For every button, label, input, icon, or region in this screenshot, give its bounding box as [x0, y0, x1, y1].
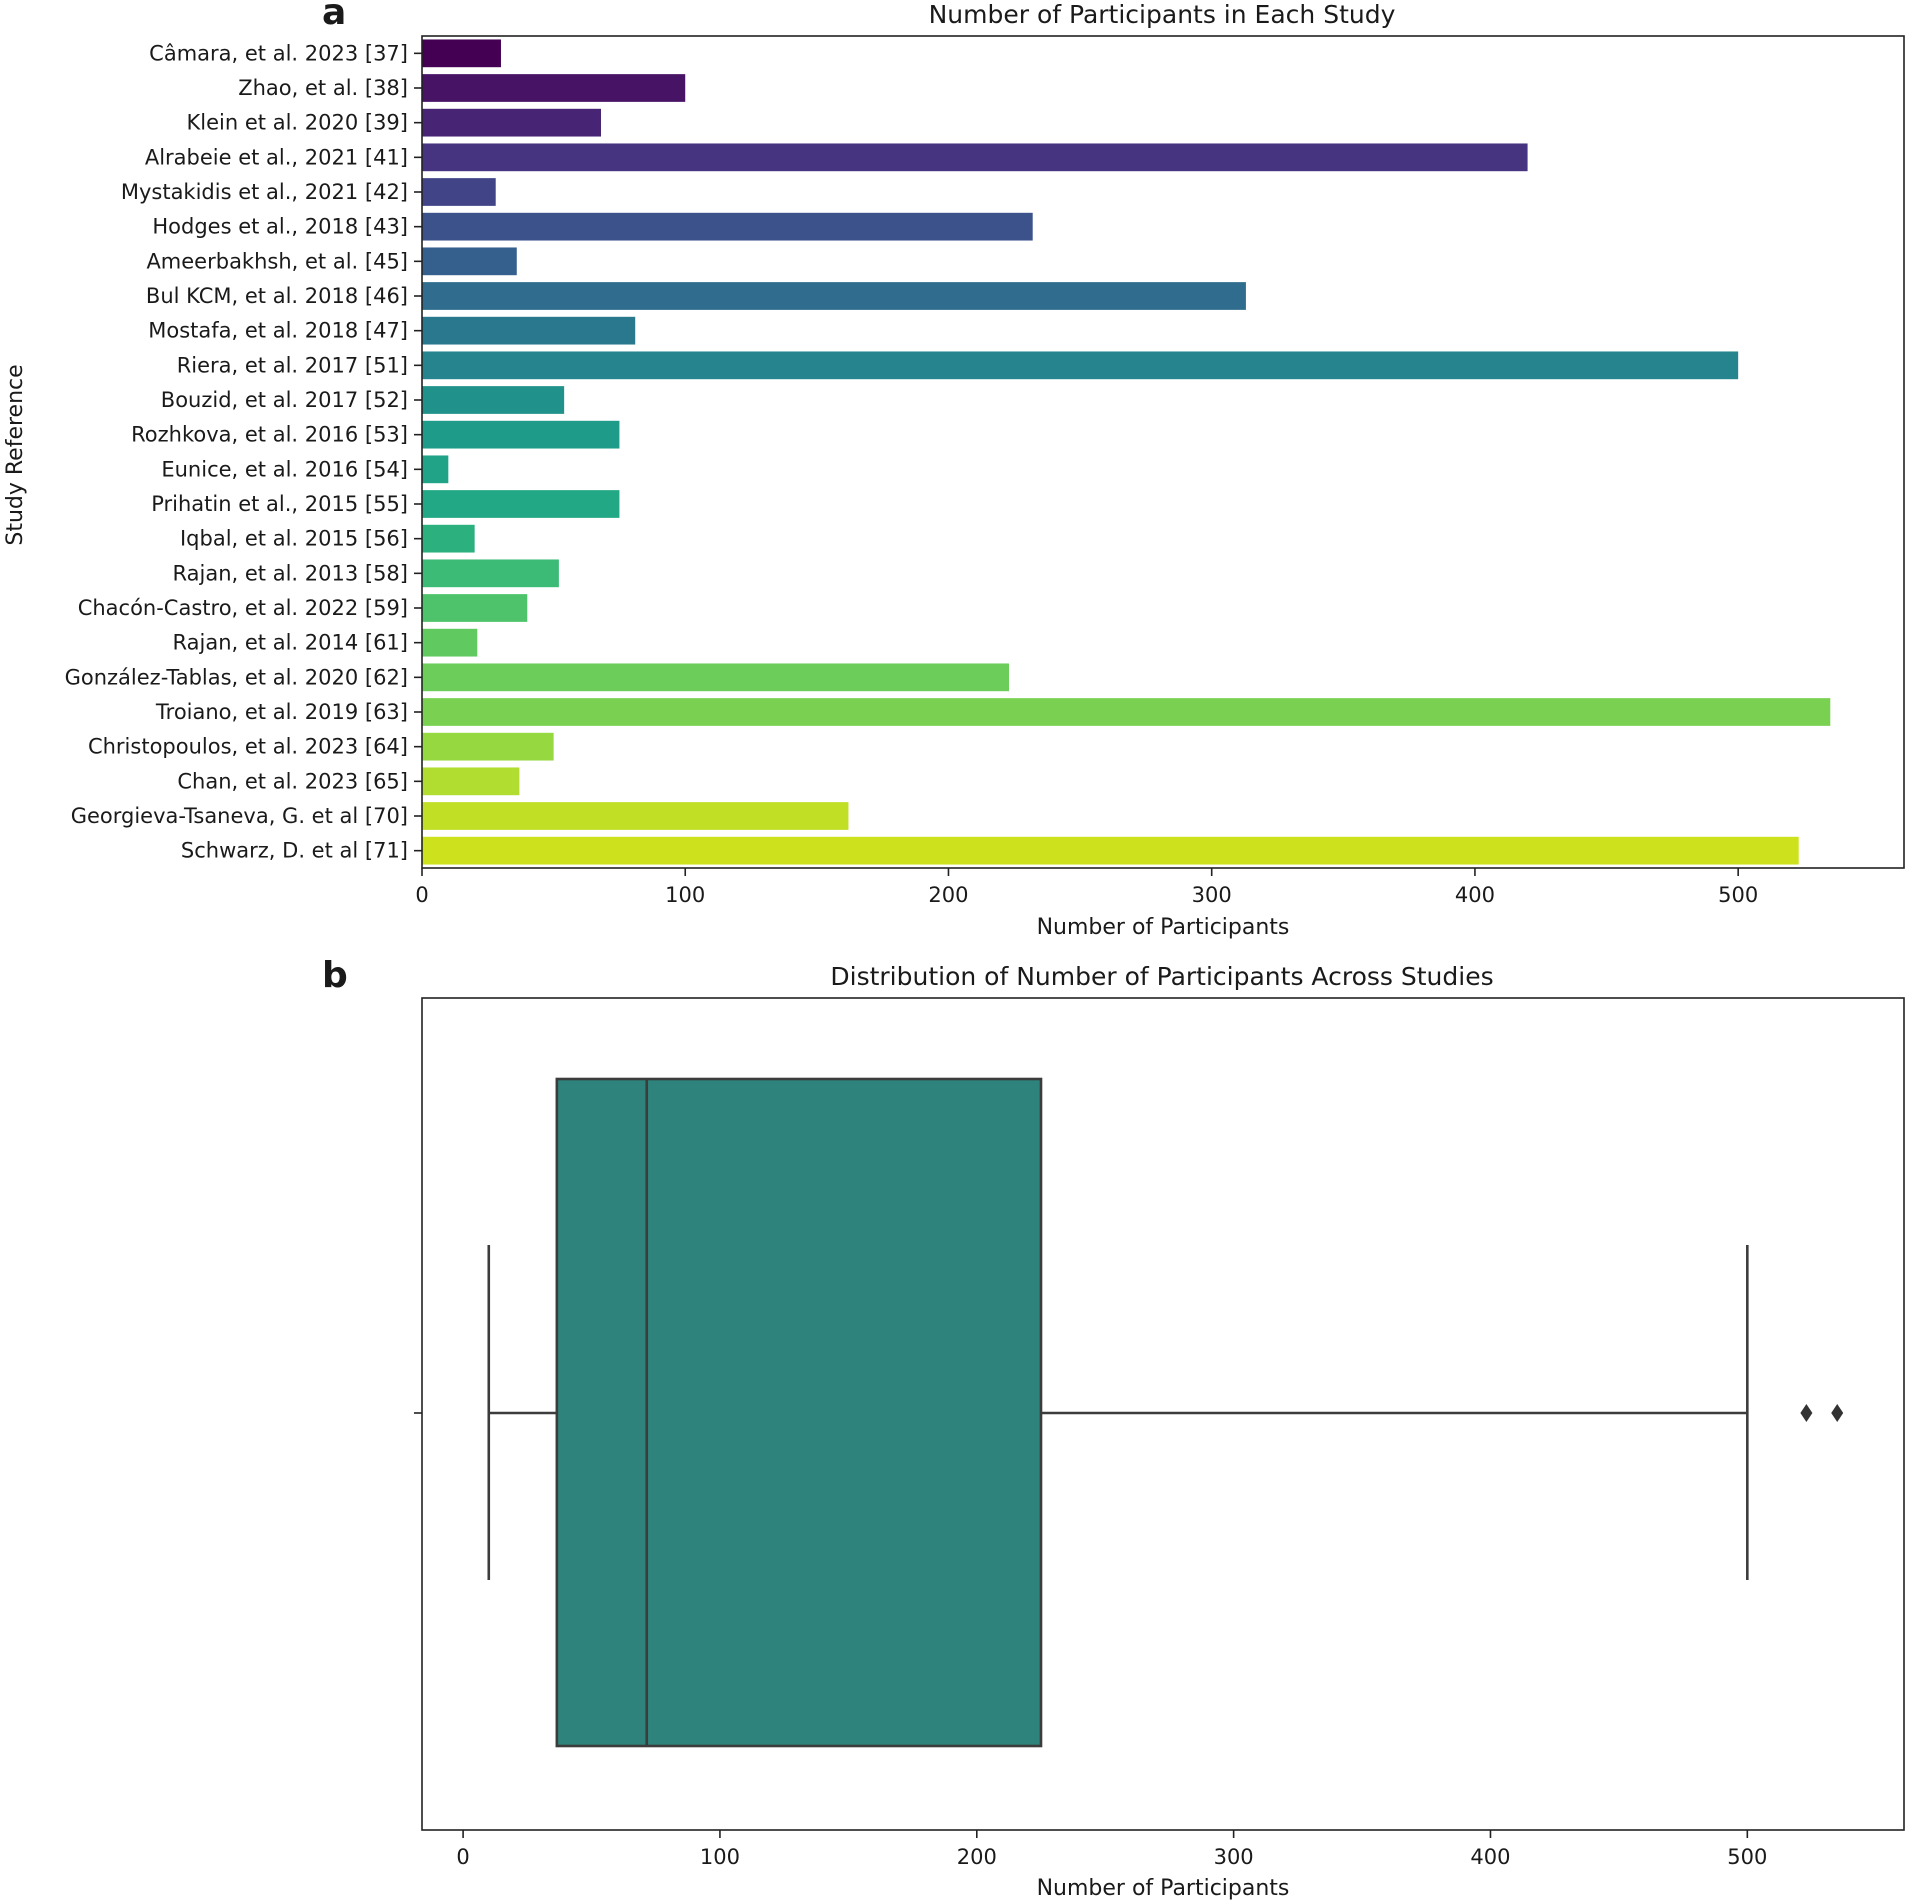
bar	[422, 143, 1528, 172]
panel-a-title: Number of Participants in Each Study	[929, 0, 1396, 29]
category-label: Rajan, et al. 2014 [61]	[173, 631, 408, 655]
outlier-point	[1800, 1404, 1813, 1422]
x-tick-label: 300	[1192, 883, 1232, 907]
category-label: Troiano, et al. 2019 [63]	[155, 700, 408, 724]
bar	[422, 802, 849, 830]
category-label: Câmara, et al. 2023 [37]	[149, 41, 408, 65]
x-tick-label: 0	[415, 883, 428, 907]
panel-a-y-axis-label: Study Reference	[3, 364, 28, 545]
bar	[422, 698, 1831, 726]
x-tick-label: 500	[1718, 883, 1758, 907]
bar	[422, 594, 528, 622]
panel-a-letter: a	[322, 0, 346, 33]
bar	[422, 178, 496, 206]
panel-b-boxplot	[487, 1077, 1844, 1748]
bar	[422, 420, 620, 449]
panel-a-bars	[422, 39, 1831, 865]
bar	[422, 108, 601, 137]
panel-a-x-ticks: 0 100 200 300 400 500	[415, 868, 1758, 907]
category-label: Mostafa, et al. 2018 [47]	[148, 319, 408, 343]
iqr-box	[555, 1077, 1043, 1748]
bar	[422, 524, 475, 553]
x-tick-label: 0	[456, 1845, 469, 1869]
x-tick-label: 100	[665, 883, 705, 907]
category-label: Zhao, et al. [38]	[238, 76, 408, 100]
x-tick-label: 100	[700, 1845, 740, 1869]
panel-a-category-labels: Câmara, et al. 2023 [37] Zhao, et al. [38…	[65, 41, 422, 863]
category-label: Bul KCM, et al. 2018 [46]	[146, 284, 408, 308]
category-label: Ameerbakhsh, et al. [45]	[146, 249, 408, 273]
category-label: Chan, et al. 2023 [65]	[177, 769, 408, 793]
bar	[422, 767, 520, 796]
bar	[422, 74, 686, 102]
bar	[422, 386, 565, 414]
bar	[422, 351, 1739, 380]
bar	[422, 316, 636, 345]
category-label: Schwarz, D. et al [71]	[181, 839, 408, 863]
x-tick-label: 200	[928, 883, 968, 907]
x-tick-label: 500	[1727, 1845, 1767, 1869]
x-tick-label: 200	[957, 1845, 997, 1869]
panel-b-axes-frame	[421, 997, 1905, 1831]
category-label: Hodges et al., 2018 [43]	[152, 215, 408, 239]
bar	[422, 490, 620, 518]
bar	[422, 247, 517, 276]
bar	[422, 39, 501, 68]
category-label: Alrabeie et al., 2021 [41]	[145, 145, 408, 169]
bar	[422, 663, 1010, 692]
category-label: Rajan, et al. 2013 [58]	[173, 561, 408, 585]
panel-a-axes-frame	[421, 35, 1905, 869]
panel-b-title: Distribution of Number of Participants A…	[830, 962, 1493, 991]
category-label: Rozhkova, et al. 2016 [53]	[131, 423, 408, 447]
bar	[422, 559, 559, 588]
outlier-point	[1831, 1404, 1844, 1422]
panel-b-x-ticks: 0 100 200 300 400 500	[456, 1830, 1767, 1869]
bar	[422, 628, 478, 657]
category-label: Mystakidis et al., 2021 [42]	[121, 180, 408, 204]
panel-b-x-axis-label: Number of Participants	[1037, 1876, 1290, 1901]
bar	[422, 455, 449, 484]
bar	[422, 732, 554, 761]
x-tick-label: 400	[1470, 1845, 1510, 1869]
bar	[422, 212, 1033, 241]
category-label: Iqbal, et al. 2015 [56]	[180, 527, 408, 551]
x-tick-label: 300	[1214, 1845, 1254, 1869]
category-label: Chacón-Castro, et al. 2022 [59]	[78, 596, 408, 620]
category-label: Klein et al. 2020 [39]	[187, 111, 408, 135]
panel-b: b Distribution of Number of Participants…	[322, 955, 1905, 1901]
category-label: Prihatin et al., 2015 [55]	[151, 492, 408, 516]
x-tick-label: 400	[1455, 883, 1495, 907]
category-label: Riera, et al. 2017 [51]	[177, 353, 408, 377]
category-label: Georgieva-Tsaneva, G. et al [70]	[71, 804, 408, 828]
category-label: Eunice, et al. 2016 [54]	[161, 457, 408, 481]
bar	[422, 836, 1799, 865]
category-label: Bouzid, et al. 2017 [52]	[161, 388, 408, 412]
category-label: Christopoulos, et al. 2023 [64]	[88, 735, 408, 759]
panel-a: a Number of Participants in Each Study C…	[3, 0, 1905, 940]
category-label: González-Tablas, et al. 2020 [62]	[65, 665, 408, 689]
panel-a-x-axis-label: Number of Participants	[1037, 915, 1290, 940]
panel-b-letter: b	[322, 955, 348, 996]
bar	[422, 282, 1246, 310]
